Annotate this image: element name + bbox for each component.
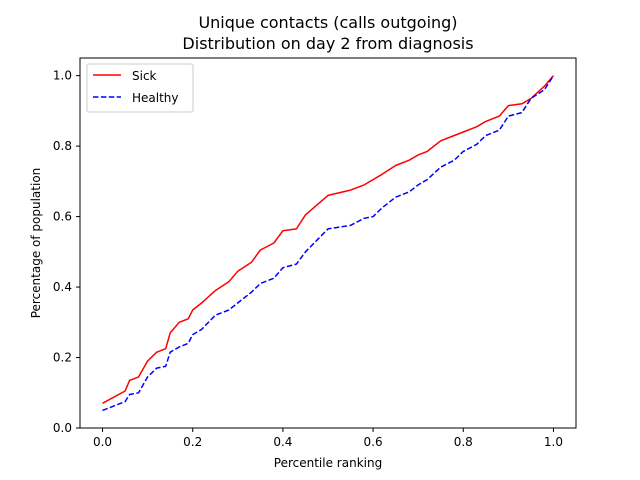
- chart-title: Unique contacts (calls outgoing): [198, 13, 457, 32]
- x-tick-label: 1.0: [544, 435, 563, 449]
- plot-frame: [79, 57, 577, 429]
- y-tick-label: 0.6: [53, 210, 72, 224]
- y-tick-label: 0.2: [53, 351, 72, 365]
- x-axis-ticks: 0.0 0.2 0.4 0.6 0.8 1.0: [93, 428, 563, 449]
- legend-label-sick: Sick: [132, 69, 157, 83]
- x-tick-label: 0.0: [93, 435, 112, 449]
- series-line-sick: [102, 75, 555, 404]
- x-axis-label: Percentile ranking: [274, 456, 382, 470]
- legend-label-healthy: Healthy: [132, 91, 179, 105]
- series-layer: [102, 75, 555, 412]
- x-tick-label: 0.8: [454, 435, 473, 449]
- y-tick-label: 0.4: [53, 280, 72, 294]
- legend: Sick Healthy: [86, 63, 194, 113]
- y-axis-label: Percentage of population: [29, 168, 43, 319]
- y-tick-label: 0.0: [53, 421, 72, 435]
- x-tick-label: 0.6: [364, 435, 383, 449]
- x-tick-label: 0.4: [273, 435, 292, 449]
- legend-box: [86, 63, 194, 113]
- x-tick-label: 0.2: [183, 435, 202, 449]
- y-axis-ticks: 0.0 0.2 0.4 0.6 0.8 1.0: [53, 69, 80, 435]
- chart-subtitle: Distribution on day 2 from diagnosis: [182, 34, 473, 53]
- series-line-healthy: [102, 75, 555, 412]
- y-tick-label: 1.0: [53, 69, 72, 83]
- y-tick-label: 0.8: [53, 139, 72, 153]
